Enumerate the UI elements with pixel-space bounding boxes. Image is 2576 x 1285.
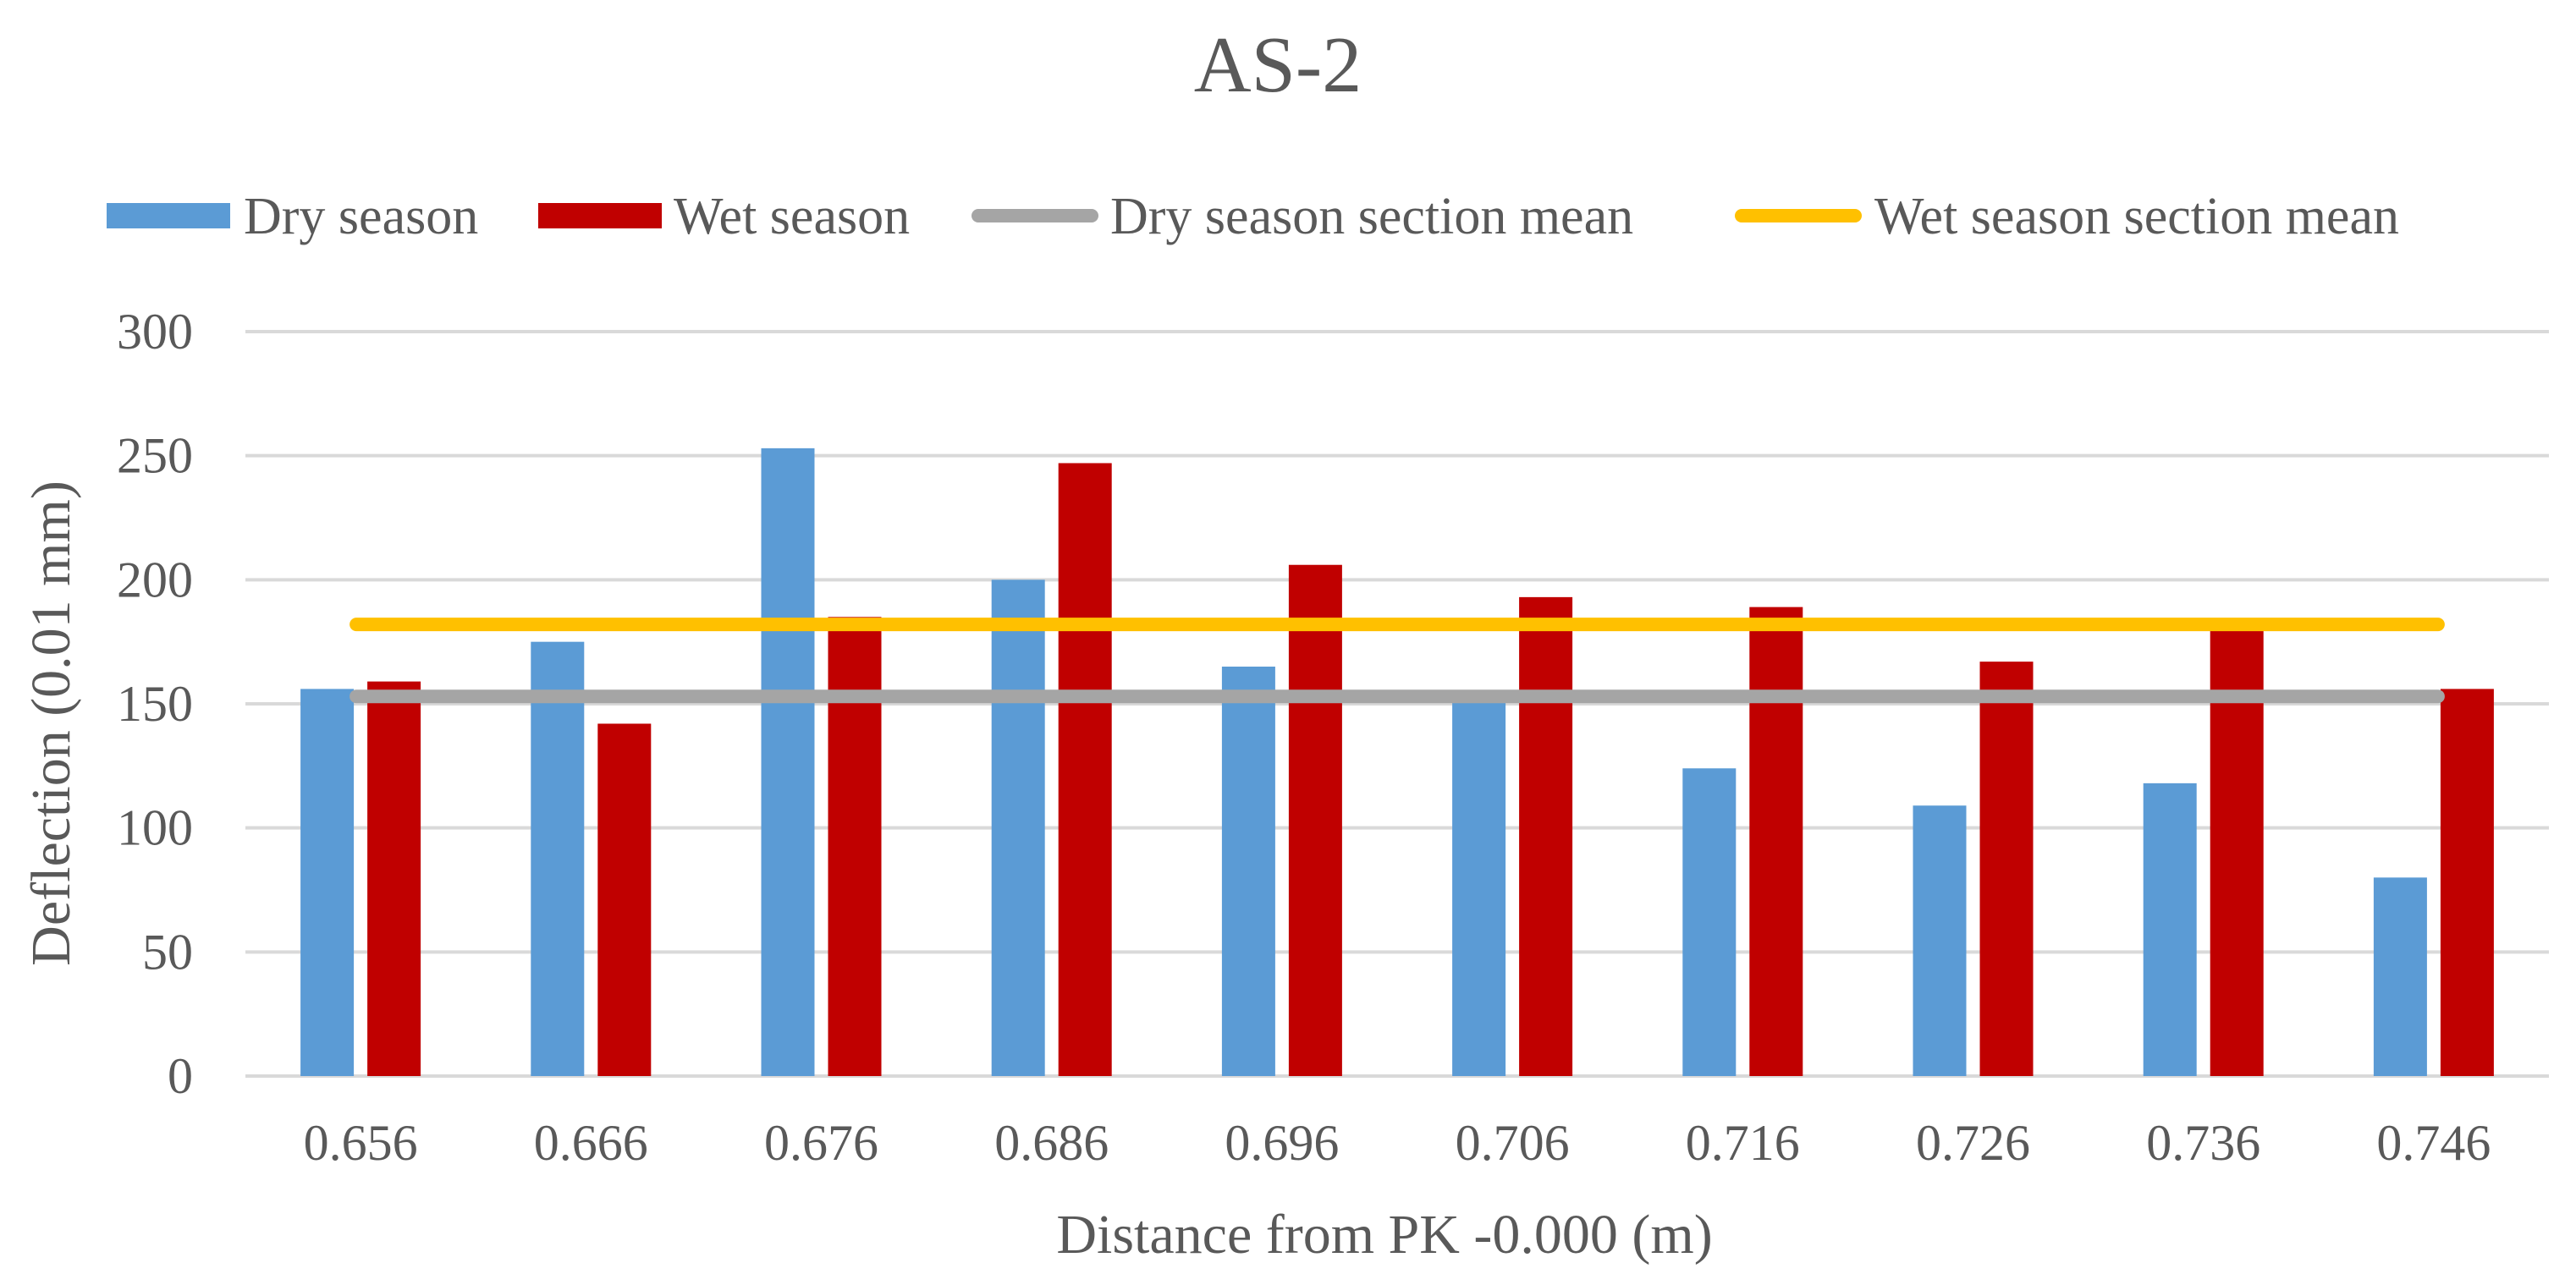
x-tick-label: 0.746 — [2376, 1115, 2491, 1171]
x-tick-label: 0.696 — [1225, 1115, 1339, 1171]
bar-dry-season — [1452, 696, 1506, 1076]
legend: Dry season Wet season Dry season section m… — [107, 188, 2399, 245]
bar-dry-season — [1221, 667, 1275, 1076]
y-tick-label: 250 — [117, 428, 193, 484]
x-tick-label: 0.666 — [534, 1115, 648, 1171]
gridlines — [245, 330, 2549, 1078]
bar-wet-season — [1288, 564, 1342, 1076]
bar-wet-season — [1058, 463, 1112, 1076]
bar-dry-season — [1682, 768, 1737, 1076]
y-tick-label: 0 — [168, 1048, 193, 1104]
x-axis-title: Distance from PK -0.000 (m) — [1056, 1204, 1712, 1266]
y-tick-label: 100 — [117, 800, 193, 856]
bar-dry-season — [300, 689, 355, 1076]
bar-wet-season — [597, 723, 652, 1076]
bars — [300, 448, 2494, 1076]
x-tick-label: 0.656 — [304, 1115, 418, 1171]
legend-swatch — [107, 203, 230, 228]
bar-dry-season — [1913, 805, 1967, 1076]
legend-label: Wet season section mean — [1874, 188, 2399, 245]
legend-swatch — [538, 203, 662, 228]
bar-dry-season — [531, 641, 585, 1076]
y-tick-label: 200 — [117, 552, 193, 607]
x-tick-label: 0.736 — [2146, 1115, 2260, 1171]
bar-wet-season — [828, 617, 882, 1076]
x-tick-label: 0.686 — [994, 1115, 1109, 1171]
bar-wet-season — [1749, 607, 1803, 1076]
bar-wet-season — [1519, 596, 1573, 1076]
y-tick-label: 50 — [142, 924, 193, 980]
x-tick-label: 0.726 — [1916, 1115, 2030, 1171]
bar-dry-season — [761, 448, 815, 1076]
x-tick-label: 0.706 — [1456, 1115, 1570, 1171]
mean-lines — [350, 618, 2445, 704]
y-axis-title: Deflection (0.01 mm) — [20, 481, 82, 966]
bar-wet-season — [1979, 662, 2034, 1076]
bar-dry-season — [2373, 877, 2427, 1076]
x-axis-ticks: 0.656 0.666 0.676 0.686 0.696 0.706 0.716 0.726… — [304, 1115, 2491, 1171]
legend-label: Wet season — [674, 188, 910, 245]
y-tick-label: 300 — [117, 304, 193, 360]
bar-wet-season — [2440, 689, 2494, 1076]
legend-label: Dry season section mean — [1110, 188, 1633, 245]
y-axis-ticks: 0 50 100 150 200 250 300 — [117, 304, 193, 1104]
x-tick-label: 0.716 — [1686, 1115, 1800, 1171]
x-tick-label: 0.676 — [764, 1115, 878, 1171]
bar-dry-season — [2143, 783, 2197, 1076]
bar-dry-season — [991, 579, 1045, 1076]
chart-title: AS-2 — [1194, 21, 1362, 109]
legend-label: Dry season — [244, 188, 478, 245]
bar-wet-season — [367, 681, 421, 1076]
y-tick-label: 150 — [117, 676, 193, 732]
